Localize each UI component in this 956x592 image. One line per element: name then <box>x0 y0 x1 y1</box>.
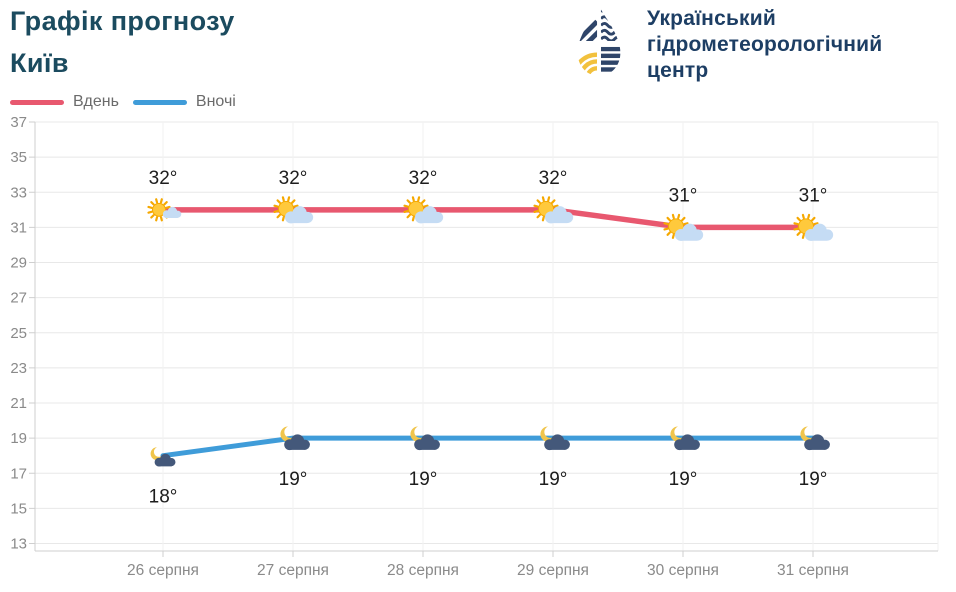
day-series-legend-label: Вдень <box>73 93 119 110</box>
page-title: Графік прогнозу <box>10 6 235 36</box>
gridlines <box>35 121 939 551</box>
day-temp-label: 32° <box>149 168 178 189</box>
org-name: Український гідрометеорологічний центр <box>647 4 882 84</box>
day-temp-label: 32° <box>539 168 568 189</box>
night-temp-label: 19° <box>279 469 308 490</box>
night-temp-label: 18° <box>149 487 178 508</box>
y-axis-tick-label: 35 <box>10 149 27 166</box>
y-axis-tick-label: 33 <box>10 184 27 201</box>
y-axis-tick-label: 37 <box>10 114 27 131</box>
y-axis-tick-label: 23 <box>10 360 27 377</box>
y-axis-tick-label: 25 <box>10 325 27 342</box>
day-temp-label: 31° <box>799 185 828 206</box>
night-temp-label: 19° <box>669 469 698 490</box>
night-temp-label: 19° <box>409 469 438 490</box>
night-weather-icon <box>800 426 830 451</box>
day-series-swatch <box>10 99 64 105</box>
chart-legend: Вдень Вночі <box>10 93 250 111</box>
day-series-line <box>160 207 816 231</box>
y-axis-tick-label: 27 <box>10 290 27 307</box>
night-weather-icon <box>670 426 700 451</box>
org-name-line3: центр <box>647 59 709 82</box>
y-axis-tick-label: 19 <box>10 430 27 447</box>
y-axis-tick-label: 31 <box>10 219 27 236</box>
org-name-line2: гідрометеорологічний <box>647 33 883 56</box>
day-weather-icon <box>663 213 704 241</box>
org-name-line1: Український <box>647 7 776 30</box>
x-axis-date-label: 26 серпня <box>127 562 199 579</box>
night-weather-icon <box>410 426 440 451</box>
night-temp-label: 19° <box>799 469 828 490</box>
y-axis-tick-label: 13 <box>10 536 27 553</box>
y-axis-tick-label: 29 <box>10 255 27 272</box>
night-series-line <box>160 435 816 459</box>
x-axis-date-label: 31 серпня <box>777 562 849 579</box>
org-branding: Український гідрометеорологічний центр <box>567 4 882 84</box>
day-temp-label: 32° <box>279 168 308 189</box>
x-axis-date-label: 29 серпня <box>517 562 589 579</box>
night-series-legend-label: Вночі <box>195 93 236 110</box>
day-weather-icon <box>273 196 314 224</box>
day-weather-icon <box>147 198 182 222</box>
night-series-swatch <box>132 99 187 105</box>
y-axis-tick-label: 17 <box>10 465 27 482</box>
night-weather-icon <box>150 447 176 467</box>
y-axis-tick-label: 15 <box>10 500 27 517</box>
axes: 13 15 17 19 21 23 25 27 29 31 33 35 37 26 серпня 27 се… <box>10 114 938 579</box>
night-weather-icon <box>280 426 310 451</box>
hydromet-logo-icon <box>577 5 621 77</box>
y-axis-tick-label: 21 <box>10 395 27 412</box>
x-axis-date-label: 27 серпня <box>257 562 329 579</box>
day-temp-label: 31° <box>669 185 698 206</box>
day-weather-icon <box>403 196 444 224</box>
day-temp-label: 32° <box>409 168 438 189</box>
night-temp-label: 19° <box>539 469 568 490</box>
x-axis-date-label: 30 серпня <box>647 562 719 579</box>
city-title: Київ <box>10 48 69 78</box>
night-weather-icon <box>540 426 570 451</box>
day-weather-icon <box>793 213 834 241</box>
forecast-chart: 13 15 17 19 21 23 25 27 29 31 33 35 37 26 серпня 27 се… <box>10 114 939 579</box>
header: Графік прогнозу Київ <box>10 0 235 84</box>
x-axis-date-label: 28 серпня <box>387 562 459 579</box>
day-weather-icon <box>533 196 574 224</box>
